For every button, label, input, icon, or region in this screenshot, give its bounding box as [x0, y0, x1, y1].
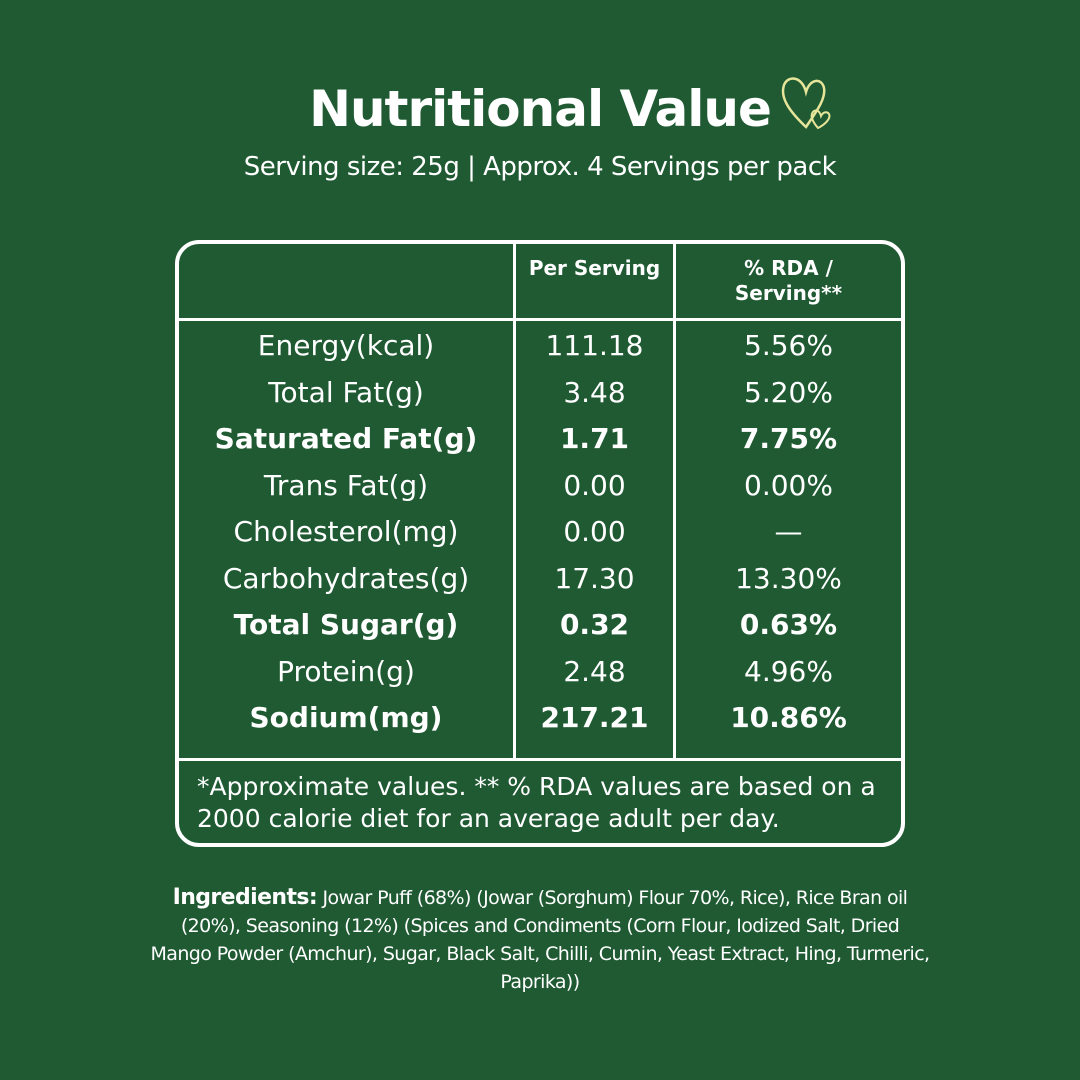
- nutrient-value: 0.00: [563, 468, 626, 502]
- ingredients: Ingredients: Jowar Puff (68%) (Jowar (So…: [150, 884, 931, 996]
- nutrient-value: 17.30: [554, 561, 635, 595]
- nutrient-value: 10.86%: [730, 701, 847, 734]
- nutrient-label: Energy(kcal): [257, 329, 435, 362]
- nutrient-value: 4.96%: [744, 654, 833, 688]
- nutrient-value: 2.48: [563, 654, 626, 688]
- nutrient-value: 0.00: [563, 515, 626, 548]
- nutrient-label: Sodium(mg): [249, 701, 443, 734]
- nutrient-value: 13.30%: [735, 561, 842, 595]
- ingredients-label: Ingredients:: [172, 885, 318, 910]
- divider: [673, 244, 676, 761]
- nutrient-value: 5.20%: [744, 375, 833, 409]
- nutrient-label: Carbohydrates(g): [222, 561, 470, 595]
- nutrient-label: Saturated Fat(g): [214, 422, 478, 455]
- nutrient-value: 1.71: [559, 422, 630, 455]
- footnote: *Approximate values. ** % RDA values are…: [197, 772, 876, 833]
- subtitle: Serving size: 25g | Approx. 4 Servings p…: [243, 152, 837, 182]
- column-header: % RDA / Serving**: [734, 256, 843, 305]
- nutrient-value: 3.48: [563, 375, 626, 409]
- heart-icon: [781, 77, 831, 130]
- nutrient-label: Trans Fat(g): [263, 468, 429, 502]
- nutrient-value: 5.56%: [744, 329, 833, 362]
- nutrient-label: Total Fat(g): [268, 375, 424, 409]
- title: Nutritional Value: [309, 80, 772, 138]
- nutrient-value: 0.32: [559, 608, 630, 641]
- divider: [179, 758, 901, 761]
- nutrient-value: 111.18: [545, 329, 644, 362]
- nutrient-label: Cholesterol(mg): [233, 515, 459, 548]
- nutrient-value: —: [774, 515, 803, 548]
- nutrient-value: 217.21: [540, 701, 649, 734]
- nutrient-value: 0.00%: [744, 468, 833, 502]
- nutrient-value: 0.63%: [739, 608, 838, 641]
- column-header: Per Serving: [528, 256, 661, 280]
- nutrient-label: Total Sugar(g): [233, 608, 459, 641]
- nutrient-label: Protein(g): [277, 654, 415, 688]
- nutrient-value: 7.75%: [739, 422, 838, 455]
- ingredients-text: Jowar Puff (68%) (Jowar (Sorghum) Flour …: [150, 887, 931, 993]
- nutrition-table: Per Serving % RDA / Serving** *Approxima…: [175, 240, 905, 847]
- divider: [513, 244, 516, 761]
- divider: [179, 318, 901, 321]
